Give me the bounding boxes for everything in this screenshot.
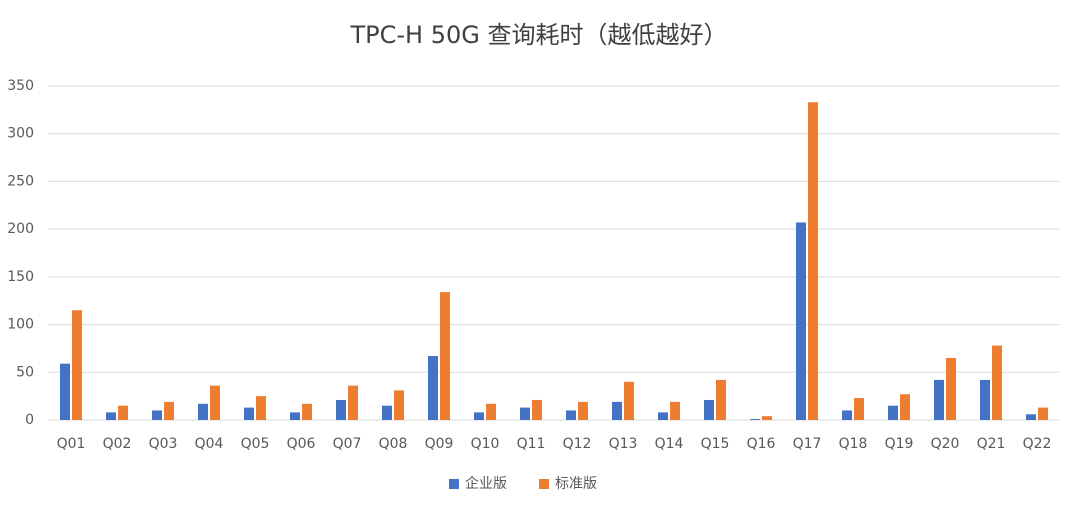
x-tick-label: Q21: [977, 436, 1006, 452]
bar: [256, 396, 266, 420]
x-tick-label: Q20: [931, 436, 960, 452]
bar: [612, 401, 622, 420]
bar: [1026, 414, 1036, 420]
x-tick-label: Q09: [425, 436, 454, 452]
bar: [440, 292, 450, 420]
chart-title: TPC-H 50G 查询耗时（越低越好）: [350, 21, 728, 49]
x-tick-label: Q01: [57, 436, 86, 452]
bar: [532, 399, 542, 420]
bar: [980, 379, 990, 420]
bar: [624, 381, 634, 420]
y-tick-label: 0: [25, 412, 34, 428]
bar: [704, 399, 714, 420]
y-tick-label: 50: [16, 364, 34, 380]
bar: [394, 390, 404, 420]
bar: [842, 410, 852, 420]
bar: [1038, 407, 1048, 420]
bar: [290, 412, 300, 420]
bar: [474, 412, 484, 420]
x-tick-label: Q06: [287, 436, 316, 452]
legend-label: 企业版: [465, 475, 507, 492]
y-tick-label: 250: [7, 173, 34, 189]
y-tick-label: 200: [7, 221, 34, 237]
y-tick-label: 300: [7, 126, 34, 142]
bar: [106, 412, 116, 420]
bar: [118, 405, 128, 420]
x-tick-label: Q14: [655, 436, 684, 452]
bar: [992, 345, 1002, 420]
bar: [72, 310, 82, 420]
bar: [900, 394, 910, 420]
bar: [946, 357, 956, 420]
bar: [164, 401, 174, 420]
bar: [888, 405, 898, 420]
bar: [198, 403, 208, 420]
x-tick-label: Q15: [701, 436, 730, 452]
x-tick-label: Q11: [517, 436, 546, 452]
x-tick-label: Q16: [747, 436, 776, 452]
legend-label: 标准版: [555, 476, 597, 492]
bar: [382, 405, 392, 420]
y-tick-label: 100: [7, 317, 34, 333]
bar: [854, 398, 864, 420]
legend-swatch: [539, 479, 549, 489]
y-tick-label: 350: [7, 78, 34, 94]
bar: [152, 410, 162, 420]
bar: [60, 363, 70, 420]
x-tick-label: Q04: [195, 436, 224, 452]
x-tick-label: Q18: [839, 436, 868, 452]
x-tick-label: Q02: [103, 436, 132, 452]
bar: [796, 222, 806, 420]
x-tick-label: Q08: [379, 436, 408, 452]
x-tick-label: Q17: [793, 436, 822, 452]
bar: [670, 401, 680, 420]
x-tick-label: Q07: [333, 436, 362, 452]
bar: [244, 407, 254, 420]
bar: [566, 410, 576, 420]
x-tick-label: Q19: [885, 436, 914, 452]
x-tick-label: Q10: [471, 436, 500, 452]
bar: [934, 379, 944, 420]
bar: [210, 385, 220, 420]
bar: [750, 419, 760, 420]
x-tick-label: Q03: [149, 436, 178, 452]
bar: [578, 401, 588, 420]
bar: [348, 385, 358, 420]
bar: [428, 356, 438, 420]
bar: [658, 412, 668, 420]
x-tick-label: Q12: [563, 436, 592, 452]
x-tick-label: Q13: [609, 436, 638, 452]
bar: [716, 379, 726, 420]
x-tick-label: Q05: [241, 436, 270, 452]
x-tick-label: Q22: [1023, 436, 1052, 452]
bar: [486, 403, 496, 420]
bar: [808, 102, 818, 421]
bar: [302, 403, 312, 420]
legend-swatch: [449, 479, 459, 489]
y-tick-label: 150: [7, 269, 34, 285]
bar: [520, 407, 530, 420]
bar: [762, 416, 772, 420]
bar: [336, 399, 346, 420]
